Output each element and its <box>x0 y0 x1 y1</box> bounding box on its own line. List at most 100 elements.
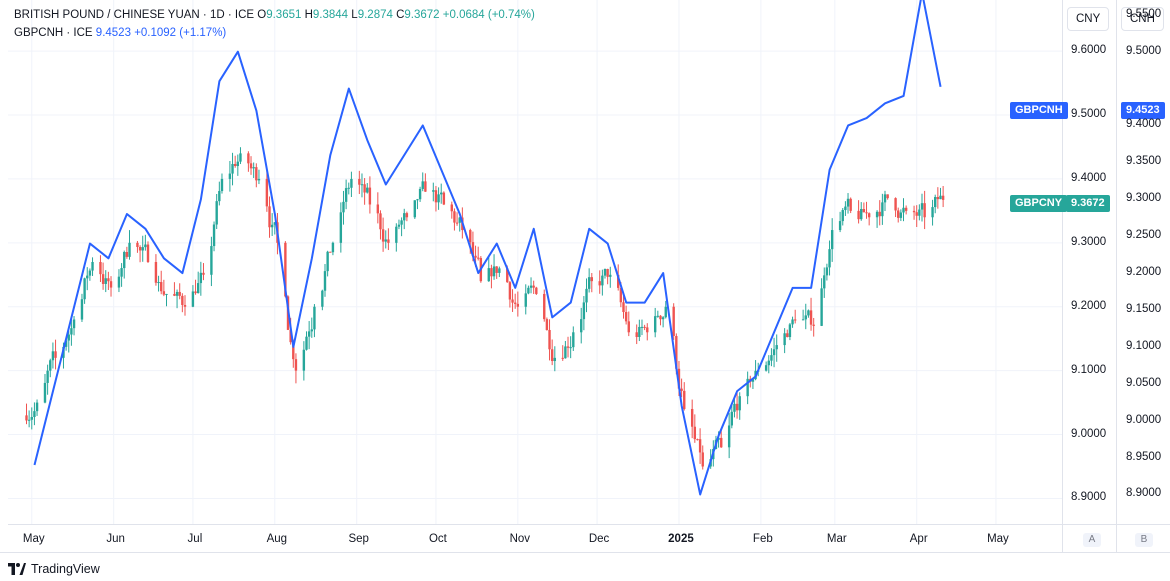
candle-body <box>883 194 887 203</box>
candle-body <box>609 274 612 277</box>
gbpcnh-line <box>33 0 942 496</box>
close-label: C <box>396 9 405 21</box>
candle-body <box>231 163 234 174</box>
candle-body <box>70 328 73 335</box>
candle-body <box>54 351 57 358</box>
candle-body <box>344 188 348 202</box>
candle-body <box>257 178 261 181</box>
candle-body <box>424 181 427 192</box>
candle-body <box>653 316 657 333</box>
candle-body <box>154 262 158 283</box>
right-axis-tick: 9.5000 <box>1126 44 1162 57</box>
candle-body <box>841 210 844 222</box>
candle-body <box>788 324 792 338</box>
candle-body <box>194 291 197 294</box>
left-unit-button[interactable]: CNY <box>1067 7 1110 31</box>
candle-body <box>416 199 419 201</box>
cny-axis-pill-value: 9.3672 <box>1066 195 1110 212</box>
candle-body <box>46 370 49 383</box>
candle-body <box>363 184 366 193</box>
scale-b-button[interactable]: B <box>1135 533 1153 547</box>
candle-body <box>727 425 731 448</box>
open-label: O <box>257 9 267 21</box>
main-legend: BRITISH POUND / CHINESE YUAN · 1D · ICE … <box>14 9 535 21</box>
tradingview-logo-icon <box>8 563 26 575</box>
candle-body <box>934 197 937 208</box>
candle-body <box>619 287 623 303</box>
candle-body <box>646 327 649 333</box>
candle-body <box>598 281 601 286</box>
candle-body <box>720 437 723 448</box>
candle-body <box>273 222 277 225</box>
candle-body <box>270 224 274 228</box>
right-unit-button[interactable]: CNH <box>1121 7 1164 31</box>
right-axis-tick: 9.2000 <box>1126 266 1162 279</box>
candle-body <box>677 368 681 389</box>
candle-body <box>751 379 755 382</box>
candle-body <box>183 304 187 307</box>
candle-body <box>347 187 350 189</box>
candle-body <box>875 211 879 218</box>
candle-body <box>492 266 496 277</box>
candle-body <box>421 181 424 189</box>
candle-body <box>218 191 221 202</box>
candle-body <box>804 315 807 320</box>
candle-body <box>33 411 36 418</box>
candle-body <box>867 213 871 218</box>
candle-body <box>881 202 884 217</box>
cnh-axis-pill-value: 9.4523 <box>1121 102 1165 119</box>
time-axis-tick: Mar <box>826 533 847 545</box>
time-axis-tick: 2025 <box>668 533 694 545</box>
candle-body <box>735 403 739 411</box>
candle-body <box>72 319 76 329</box>
candle-body <box>791 319 794 325</box>
auto-scale-button[interactable]: A <box>1083 533 1101 547</box>
candle-body <box>844 206 847 211</box>
candle-body <box>838 221 842 231</box>
candle-body <box>939 195 942 200</box>
candle-body <box>941 195 945 200</box>
candle-body <box>43 382 47 403</box>
candle-body <box>305 336 308 350</box>
candle-body <box>846 198 850 207</box>
candle-body <box>395 226 398 243</box>
candle-body <box>101 274 105 284</box>
candle-body <box>247 153 250 164</box>
candle-body <box>117 276 121 288</box>
candle-body <box>627 321 630 333</box>
candle-body <box>733 403 736 412</box>
candle-body <box>865 212 868 214</box>
candle-body <box>561 357 564 359</box>
candle-body <box>698 439 702 453</box>
candle-body <box>157 282 160 284</box>
footer-brand[interactable]: TradingView <box>8 562 100 576</box>
candle-body <box>51 351 55 361</box>
change-value: +0.0684 (+0.74%) <box>442 9 535 21</box>
candle-body <box>767 360 770 366</box>
candle-body <box>857 210 860 220</box>
candle-body <box>284 242 287 297</box>
left-axis-tick: 9.5000 <box>1071 108 1107 121</box>
candle-body <box>807 310 810 316</box>
candle-body <box>289 329 292 343</box>
candle-body <box>603 269 607 276</box>
compare-legend[interactable]: GBPCNH · ICE 9.4523 +0.1092 (+1.17%) <box>14 27 226 39</box>
candle-body <box>656 315 660 317</box>
candle-body <box>764 365 768 371</box>
candle-body <box>88 270 92 276</box>
candle-body <box>25 415 28 421</box>
candle-body <box>601 275 604 286</box>
compare-change: +0.1092 (+1.17%) <box>134 27 227 39</box>
candle-body <box>495 266 498 273</box>
candle-body <box>477 257 480 259</box>
candle-body <box>801 319 805 321</box>
candle-body <box>543 293 546 320</box>
candle-body <box>506 268 509 283</box>
candle-body <box>323 271 327 291</box>
left-axis-tick: 9.4000 <box>1071 171 1107 184</box>
candle-body <box>49 360 52 371</box>
candle-body <box>471 242 475 256</box>
candle-body <box>125 252 129 257</box>
candle-body <box>453 211 456 223</box>
